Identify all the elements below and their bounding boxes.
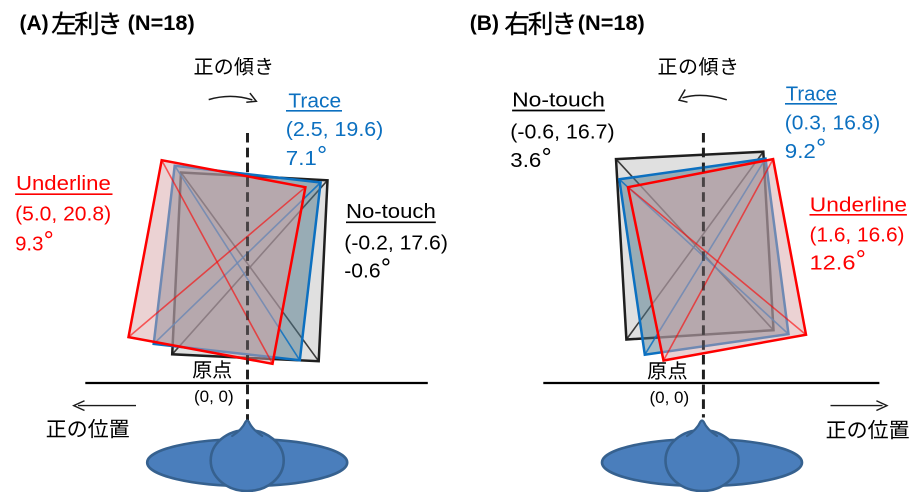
svg-text:Underline: Underline	[810, 194, 907, 216]
svg-text:(A): (A)	[20, 12, 49, 35]
svg-text:3.6: 3.6	[510, 150, 541, 172]
svg-text:(0, 0): (0, 0)	[194, 387, 234, 406]
svg-text:(N=18): (N=18)	[128, 12, 195, 35]
svg-text:No-touch: No-touch	[512, 90, 605, 112]
svg-text:9.3: 9.3	[15, 233, 43, 255]
svg-text:Underline: Underline	[16, 173, 111, 195]
svg-text:(0.3, 16.8): (0.3, 16.8)	[785, 112, 881, 134]
svg-text:(-0.2, 17.6): (-0.2, 17.6)	[344, 232, 448, 254]
svg-text:(1.6, 16.6): (1.6, 16.6)	[810, 225, 905, 247]
svg-text:Trace: Trace	[786, 83, 837, 105]
svg-text:(-0.6, 16.7): (-0.6, 16.7)	[510, 122, 614, 144]
svg-text:Trace: Trace	[288, 91, 341, 113]
svg-text:7.1: 7.1	[286, 148, 317, 170]
svg-text:(B): (B)	[470, 12, 499, 35]
svg-text:(0, 0): (0, 0)	[650, 388, 690, 407]
svg-text:(2.5, 19.6): (2.5, 19.6)	[286, 119, 384, 141]
svg-text:9.2: 9.2	[785, 141, 816, 163]
svg-text:(5.0, 20.8): (5.0, 20.8)	[15, 203, 111, 225]
svg-text:(N=18): (N=18)	[578, 12, 645, 35]
svg-text:No-touch: No-touch	[346, 201, 436, 223]
svg-text:-0.6: -0.6	[344, 261, 380, 283]
svg-text:12.6: 12.6	[810, 252, 856, 274]
